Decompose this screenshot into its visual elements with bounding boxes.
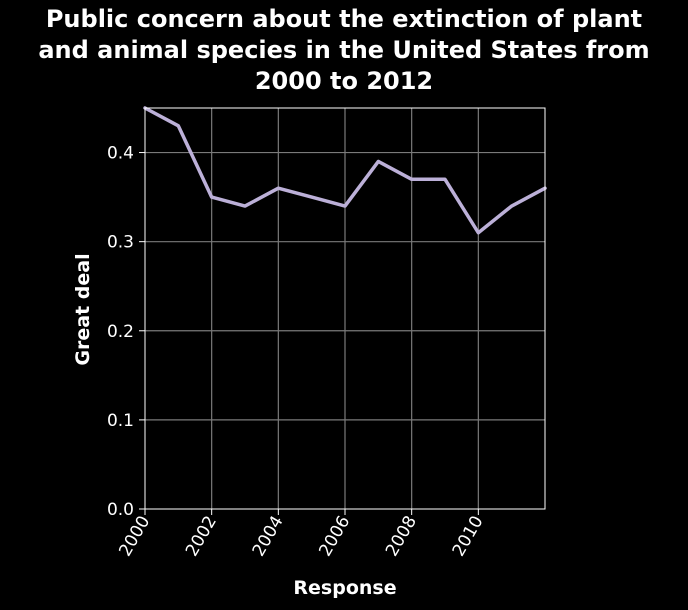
- chart-title: Public concern about the extinction of p…: [0, 4, 688, 97]
- chart-title-line-3: 2000 to 2012: [254, 67, 434, 95]
- x-tick-label: 2008: [382, 513, 421, 560]
- chart-title-line-1: Public concern about the extinction of p…: [45, 5, 643, 33]
- x-axis-ticks: 2000 2002 2004 2006 2008 2010: [115, 509, 488, 560]
- y-axis-ticks: 0.0 0.1 0.2 0.3 0.4: [107, 144, 145, 520]
- grid-lines: [145, 108, 545, 509]
- plot-frame: [144, 107, 546, 510]
- x-tick-label: 2004: [249, 513, 288, 560]
- y-axis-label: Great deal: [72, 253, 94, 365]
- x-tick-label: 2006: [315, 513, 354, 560]
- y-tick-label: 0.0: [107, 500, 134, 520]
- chart-title-line-2: and animal species in the United States …: [38, 36, 650, 64]
- series-lines: [143, 106, 547, 235]
- y-tick-label: 0.2: [107, 322, 134, 342]
- x-axis-label: Response: [293, 577, 396, 599]
- series-line: [143, 106, 547, 235]
- y-tick-label: 0.1: [107, 411, 134, 431]
- y-tick-label: 0.4: [107, 144, 134, 164]
- y-tick-label: 0.3: [107, 233, 134, 253]
- x-tick-label: 2010: [449, 513, 488, 560]
- x-tick-label: 2002: [182, 513, 221, 560]
